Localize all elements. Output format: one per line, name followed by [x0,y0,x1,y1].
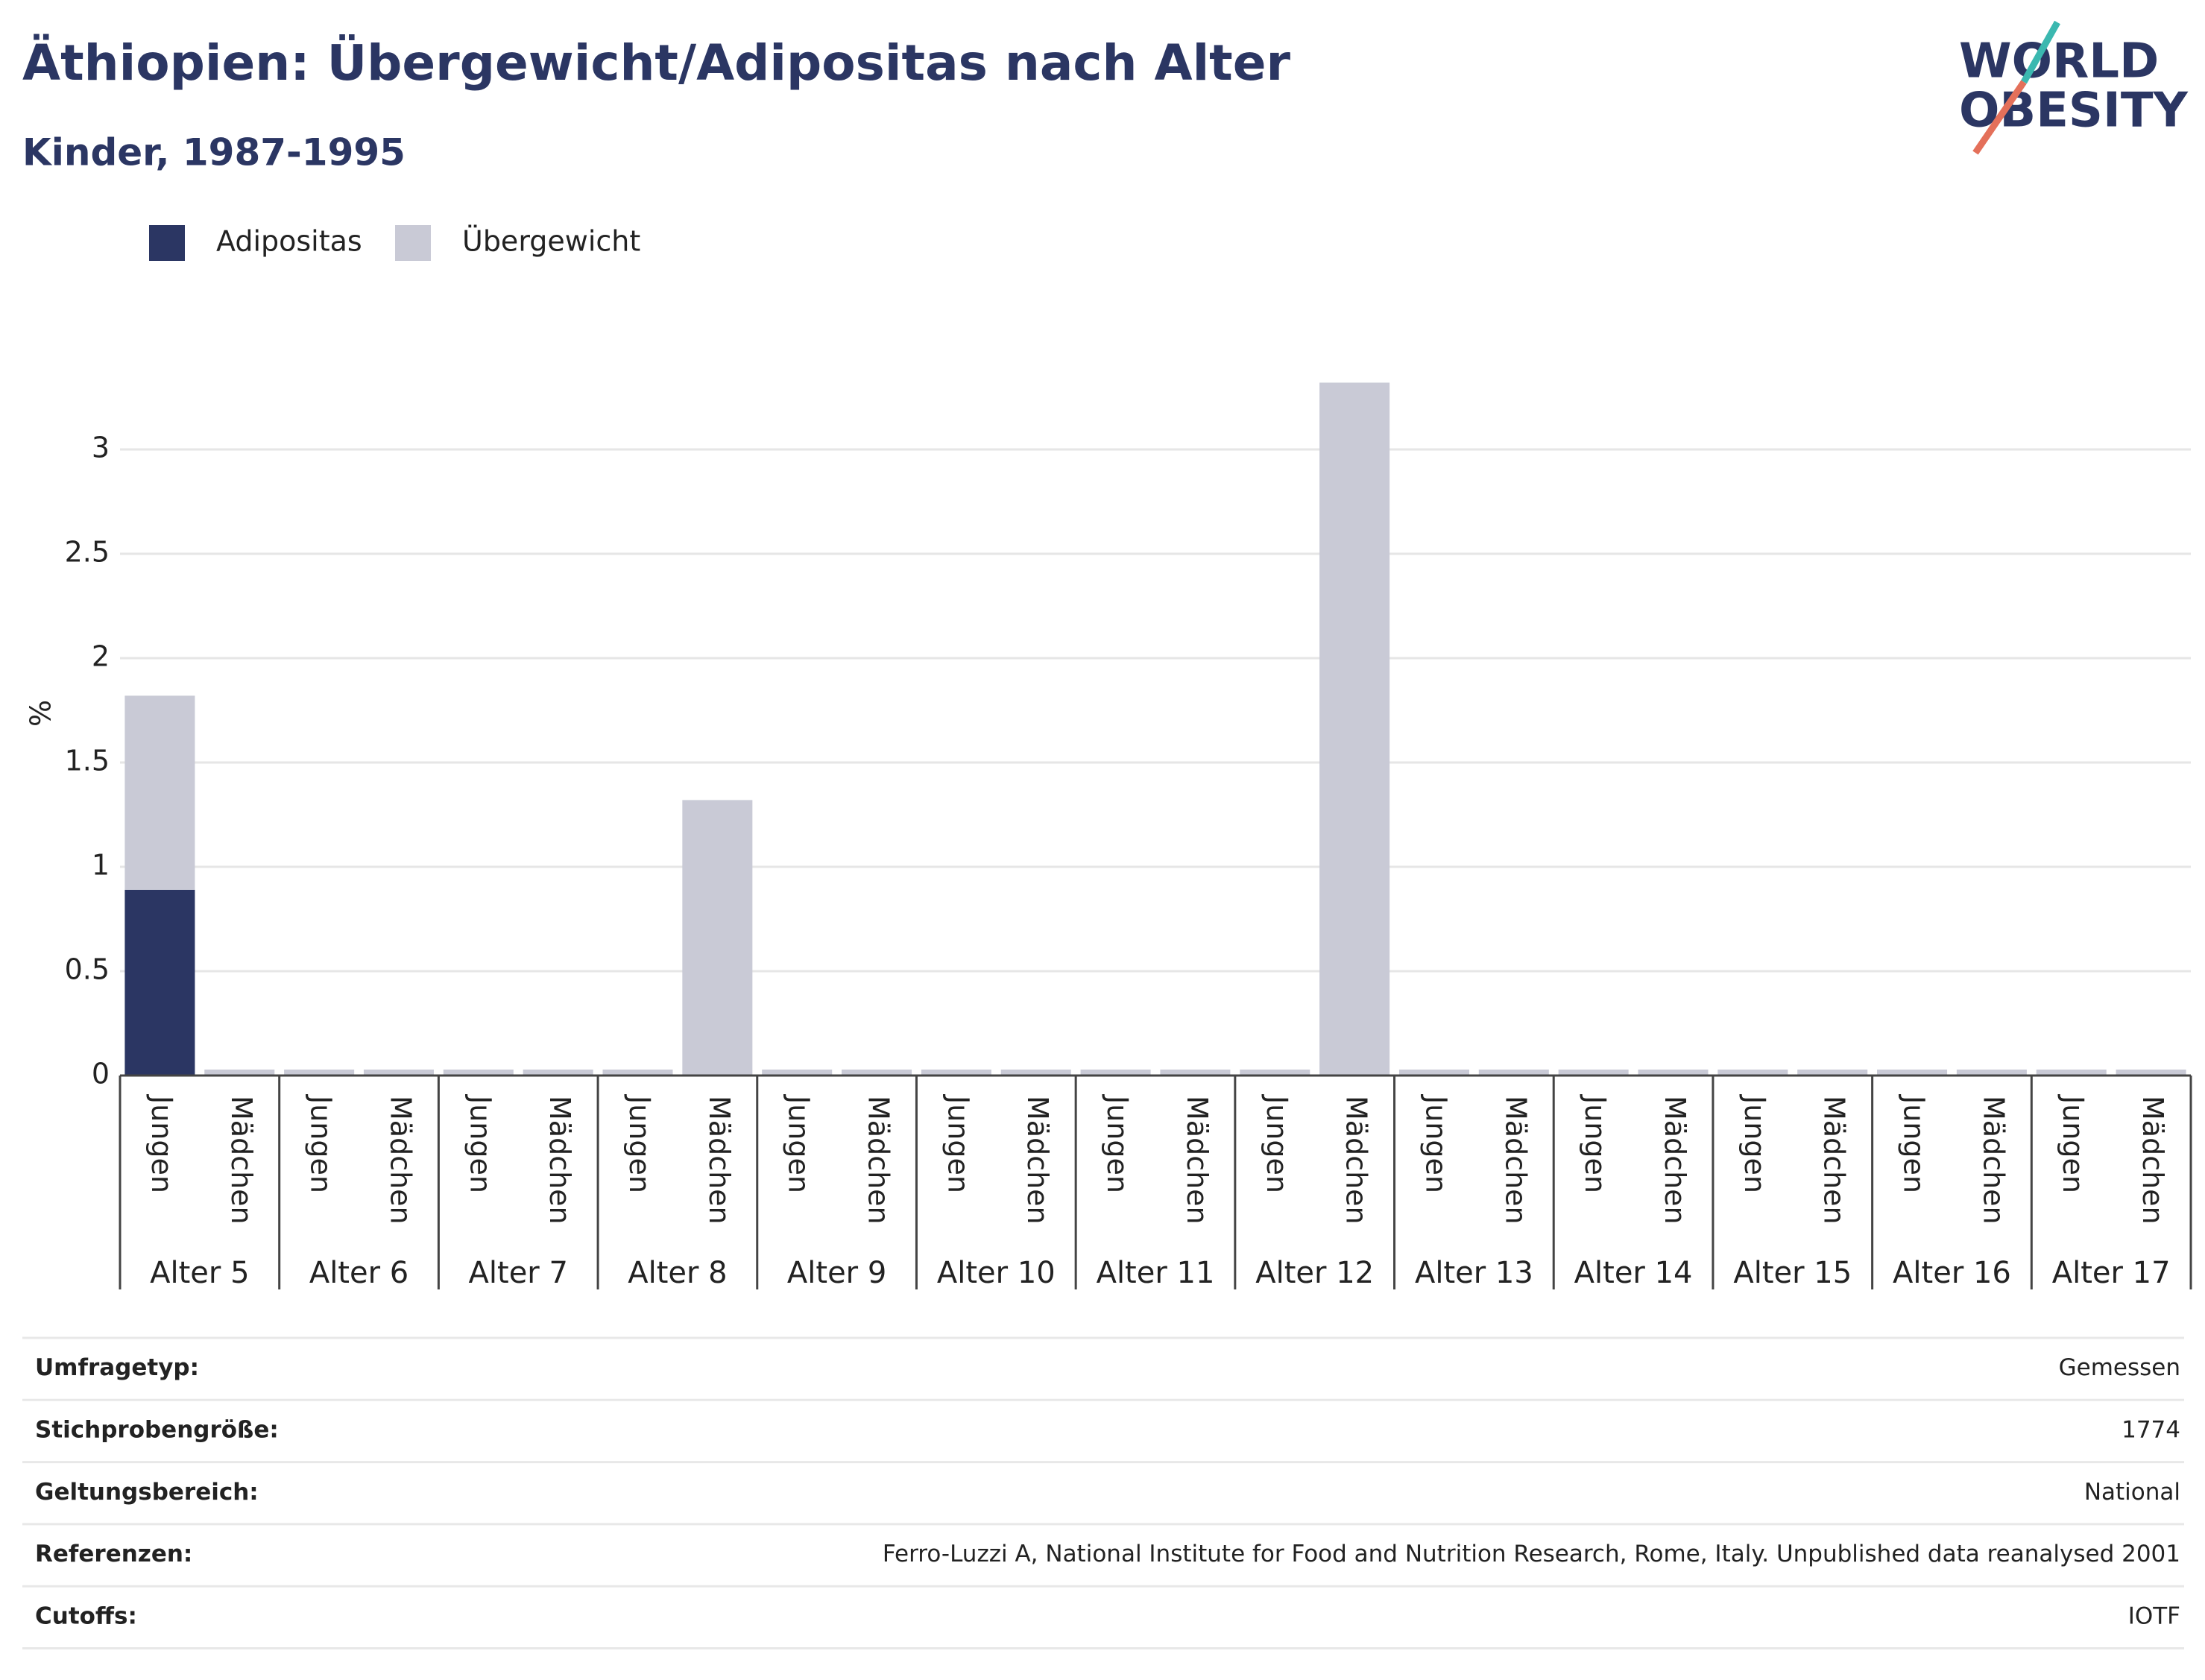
group-label: Alter 6 [309,1256,408,1290]
logo-slash [1972,80,2027,155]
table-label: Cutoffs: [35,1602,137,1629]
table-label: Umfragetyp: [35,1354,199,1381]
x-tick-label: Mädchen [384,1096,417,1225]
logo: WORLD OBESITY [1959,20,2188,155]
bar [682,800,753,1076]
table-value: Ferro-Luzzi A, National Institute for Fo… [883,1541,2180,1567]
x-tick-label: Jungen [1898,1094,1931,1193]
y-tick-label: 2.5 [65,536,110,569]
bar [1080,1070,1151,1076]
x-tick-label: Mädchen [1340,1096,1373,1225]
x-tick-label: Jungen [1261,1094,1293,1193]
y-tick-label: 2 [92,640,110,673]
x-tick-label: Jungen [2057,1094,2089,1193]
chart-subtitle: Kinder, 1987-1995 [22,131,406,174]
group-label: Alter 5 [150,1256,249,1290]
group-label: Alter 8 [628,1256,727,1290]
bar [363,1070,434,1076]
group-label: Alter 11 [1097,1256,1215,1290]
bar [1000,1070,1071,1076]
bar [921,1070,991,1076]
bar [2116,1070,2186,1076]
x-tick-label: Mädchen [703,1096,736,1225]
table-value: Gemessen [2059,1354,2180,1381]
x-tick-label: Jungen [941,1094,974,1193]
y-tick-label: 3 [92,432,110,464]
x-tick-label: Mädchen [1818,1096,1851,1225]
x-tick-label: Jungen [145,1094,178,1193]
x-tick-label: Mädchen [862,1096,895,1225]
logo-slash [2021,20,2060,84]
y-tick-label: 0 [92,1058,110,1090]
bar [1717,1070,1788,1076]
x-tick-label: Jungen [464,1094,496,1193]
legend-label: Adipositas [216,225,362,258]
table-label: Referenzen: [35,1541,192,1567]
bar [124,695,195,890]
logo-text: WORLD [1959,34,2159,89]
bar [284,1070,355,1076]
bar [1877,1070,1948,1076]
bar [1956,1070,2027,1076]
x-tick-label: Jungen [305,1094,338,1193]
bar [1478,1070,1549,1076]
y-tick-label: 1.5 [65,745,110,777]
group-label: Alter 15 [1733,1256,1852,1290]
group-label: Alter 14 [1574,1256,1693,1290]
bar [842,1070,912,1076]
x-tick-label: Jungen [623,1094,656,1193]
group-label: Alter 7 [469,1256,568,1290]
bar [1240,1070,1310,1076]
group-label: Alter 17 [2052,1256,2171,1290]
table-value: 1774 [2122,1416,2180,1443]
x-tick-label: Mädchen [1181,1096,1214,1225]
x-tick-label: Mädchen [1659,1096,1691,1225]
bar [2036,1070,2107,1076]
group-label: Alter 16 [1893,1256,2011,1290]
x-tick-label: Mädchen [1499,1096,1532,1225]
bar [1797,1070,1868,1076]
y-tick-label: 1 [92,849,110,882]
bar [443,1070,514,1076]
x-tick-label: Mädchen [2136,1096,2169,1225]
bar [523,1070,593,1076]
x-tick-label: Jungen [1738,1094,1771,1193]
x-tick-label: Jungen [1101,1094,1134,1193]
bar [204,1070,275,1076]
bar [1558,1070,1629,1076]
table-label: Geltungsbereich: [35,1479,259,1506]
legend-swatch [395,225,431,261]
x-tick-label: Mädchen [543,1096,576,1225]
legend-swatch [149,225,185,261]
x-tick-label: Mädchen [1021,1096,1054,1225]
chart-title: Äthiopien: Übergewicht/Adipositas nach A… [22,34,1290,92]
bar [1398,1070,1469,1076]
x-tick-label: Jungen [1579,1094,1612,1193]
group-label: Alter 9 [787,1256,886,1290]
bar [1638,1070,1709,1076]
bar [124,889,195,1076]
group-label: Alter 13 [1415,1256,1533,1290]
group-label: Alter 10 [937,1256,1056,1290]
group-label: Alter 12 [1255,1256,1374,1290]
logo-text: OBESITY [1959,83,2188,139]
x-tick-label: Mädchen [1977,1096,2010,1225]
bar [1319,382,1390,1076]
x-tick-label: Mädchen [225,1096,258,1225]
bar [762,1070,833,1076]
bar [1160,1070,1231,1076]
x-tick-label: Jungen [783,1094,816,1193]
table-label: Stichprobengröße: [35,1416,279,1443]
legend-label: Übergewicht [462,225,640,258]
table-value: IOTF [2128,1602,2180,1629]
y-tick-label: 0.5 [65,953,110,986]
bar [602,1070,673,1076]
table-value: National [2084,1479,2180,1506]
x-tick-label: Jungen [1419,1094,1452,1193]
y-axis-label: % [25,700,57,727]
